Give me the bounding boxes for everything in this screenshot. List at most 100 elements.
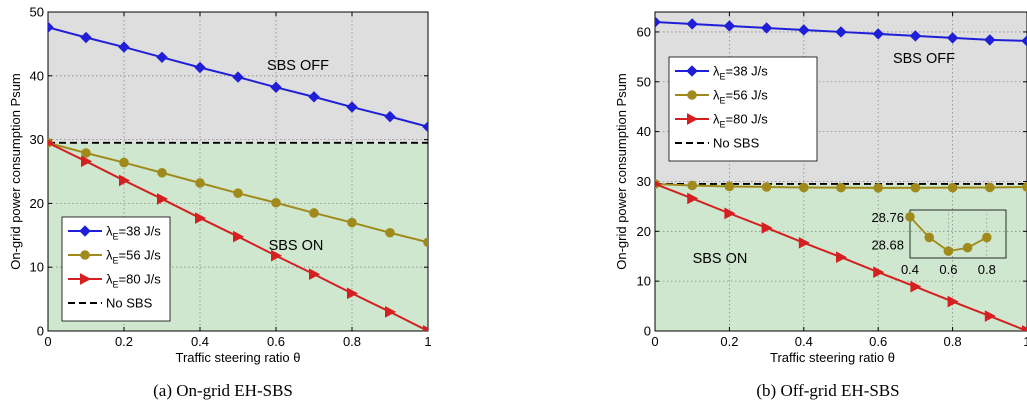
data-point	[195, 178, 205, 188]
y-tick-label: 20	[30, 196, 44, 211]
axes-frame	[654, 11, 1027, 332]
data-point	[947, 295, 959, 308]
data-point	[48, 139, 55, 146]
data-point	[724, 207, 736, 220]
sbs-on-label: SBS ON	[693, 251, 748, 267]
legend-label-main: λ	[106, 272, 113, 287]
legend-label-2: λE=80 J/s	[106, 272, 161, 290]
legend: λE=38 J/sλE=56 J/sλE=80 J/sNo SBS	[61, 216, 171, 322]
data-point	[346, 101, 358, 113]
sbs-off-label: SBS OFF	[267, 58, 329, 74]
data-point	[423, 237, 428, 248]
legend-label-rest: =56 J/s	[119, 248, 162, 263]
data-point	[872, 28, 884, 40]
legend-label-sub: E	[720, 96, 726, 106]
y-tick-label: 20	[637, 224, 651, 239]
y-tick-label: 50	[637, 74, 651, 89]
y-tick-label: 50	[30, 5, 44, 20]
data-point	[385, 227, 395, 238]
y-tick-label: 0	[644, 324, 651, 339]
legend-label-main: No SBS	[106, 296, 153, 311]
y-tick-label: 10	[30, 260, 44, 275]
sbs-on-label: SBS ON	[269, 238, 324, 254]
x-tick-label: 0.8	[343, 334, 361, 349]
legend-marker	[80, 250, 90, 260]
data-point	[655, 16, 661, 28]
data-point	[48, 21, 54, 34]
x-tick-label: 0.4	[191, 334, 209, 349]
data-point	[118, 41, 130, 53]
data-point	[873, 183, 884, 193]
data-point	[308, 91, 320, 103]
y-tick-label: 40	[637, 124, 651, 139]
data-point	[761, 182, 772, 192]
inset-x-tick-label: 0.4	[901, 262, 919, 277]
legend-label-sub: E	[720, 72, 726, 82]
data-point	[760, 22, 773, 34]
legend-label-sub: E	[113, 256, 119, 266]
legend-marker	[687, 113, 699, 125]
data-point	[194, 61, 206, 74]
data-point	[81, 148, 91, 158]
x-tick-label: 0.6	[869, 334, 887, 349]
sbs-off-label: SBS OFF	[893, 51, 955, 67]
legend-label-0: λE=38 J/s	[713, 64, 768, 82]
data-point	[232, 71, 244, 83]
data-point	[422, 121, 428, 133]
legend-label-rest: =80 J/s	[726, 112, 769, 127]
data-point	[761, 221, 773, 234]
data-point	[270, 81, 282, 93]
x-tick-label: 0.6	[267, 334, 285, 349]
figure-caption: (a) On-grid EH-SBS	[153, 381, 293, 400]
data-point	[80, 31, 92, 44]
data-point	[655, 180, 662, 188]
data-point	[309, 268, 321, 281]
legend-marker	[79, 225, 91, 237]
y-tick-label: 30	[30, 132, 44, 147]
legend-marker	[686, 65, 698, 77]
legend-label-rest: =38 J/s	[726, 64, 769, 79]
legend-label-2: λE=80 J/s	[713, 112, 768, 130]
x-axis-label: Traffic steering ratio θ	[770, 350, 895, 365]
data-point	[271, 197, 281, 208]
x-tick-label: 0.4	[795, 334, 813, 349]
legend-label-sub: E	[113, 280, 119, 290]
inset-x-tick-label: 0.8	[978, 262, 996, 277]
inset-data-point	[962, 242, 973, 253]
data-point	[873, 266, 885, 279]
y-tick-label: 10	[637, 274, 651, 289]
legend-label-1: λE=56 J/s	[106, 248, 161, 266]
y-tick-label: 40	[30, 68, 44, 83]
inset-chart: 0.4 0.6 0.8 28.68 28.76	[871, 209, 1007, 277]
inset-data-point	[905, 212, 915, 222]
legend-label-sub: E	[720, 120, 726, 130]
y-tick-label: 60	[637, 24, 651, 39]
chart-panel-b: 00.20.40.60.810102030405060Traffic steer…	[614, 11, 1027, 400]
legend-label-0: λE=38 J/s	[106, 224, 161, 242]
data-point	[1022, 325, 1027, 331]
legend-label-main: No SBS	[713, 136, 760, 151]
data-point	[686, 18, 698, 30]
data-point	[724, 181, 735, 192]
data-point	[984, 310, 996, 322]
x-tick-label: 0	[651, 334, 658, 349]
inset-frame	[909, 209, 1007, 259]
data-point	[835, 26, 847, 38]
data-point	[798, 236, 810, 249]
x-tick-label: 0.2	[720, 334, 738, 349]
data-point	[909, 30, 922, 42]
data-point	[157, 167, 167, 178]
y-axis-label: On-grid power consumption Psum	[8, 73, 23, 270]
data-point	[984, 34, 996, 46]
legend-label-main: λ	[106, 248, 113, 263]
data-point	[233, 188, 243, 198]
data-point	[836, 182, 846, 193]
data-point	[687, 192, 699, 205]
legend-label-1: λE=56 J/s	[713, 88, 768, 106]
x-axis-label: Traffic steering ratio θ	[176, 350, 301, 365]
series-group	[655, 16, 1027, 331]
data-point	[347, 217, 357, 228]
data-point	[947, 182, 958, 193]
